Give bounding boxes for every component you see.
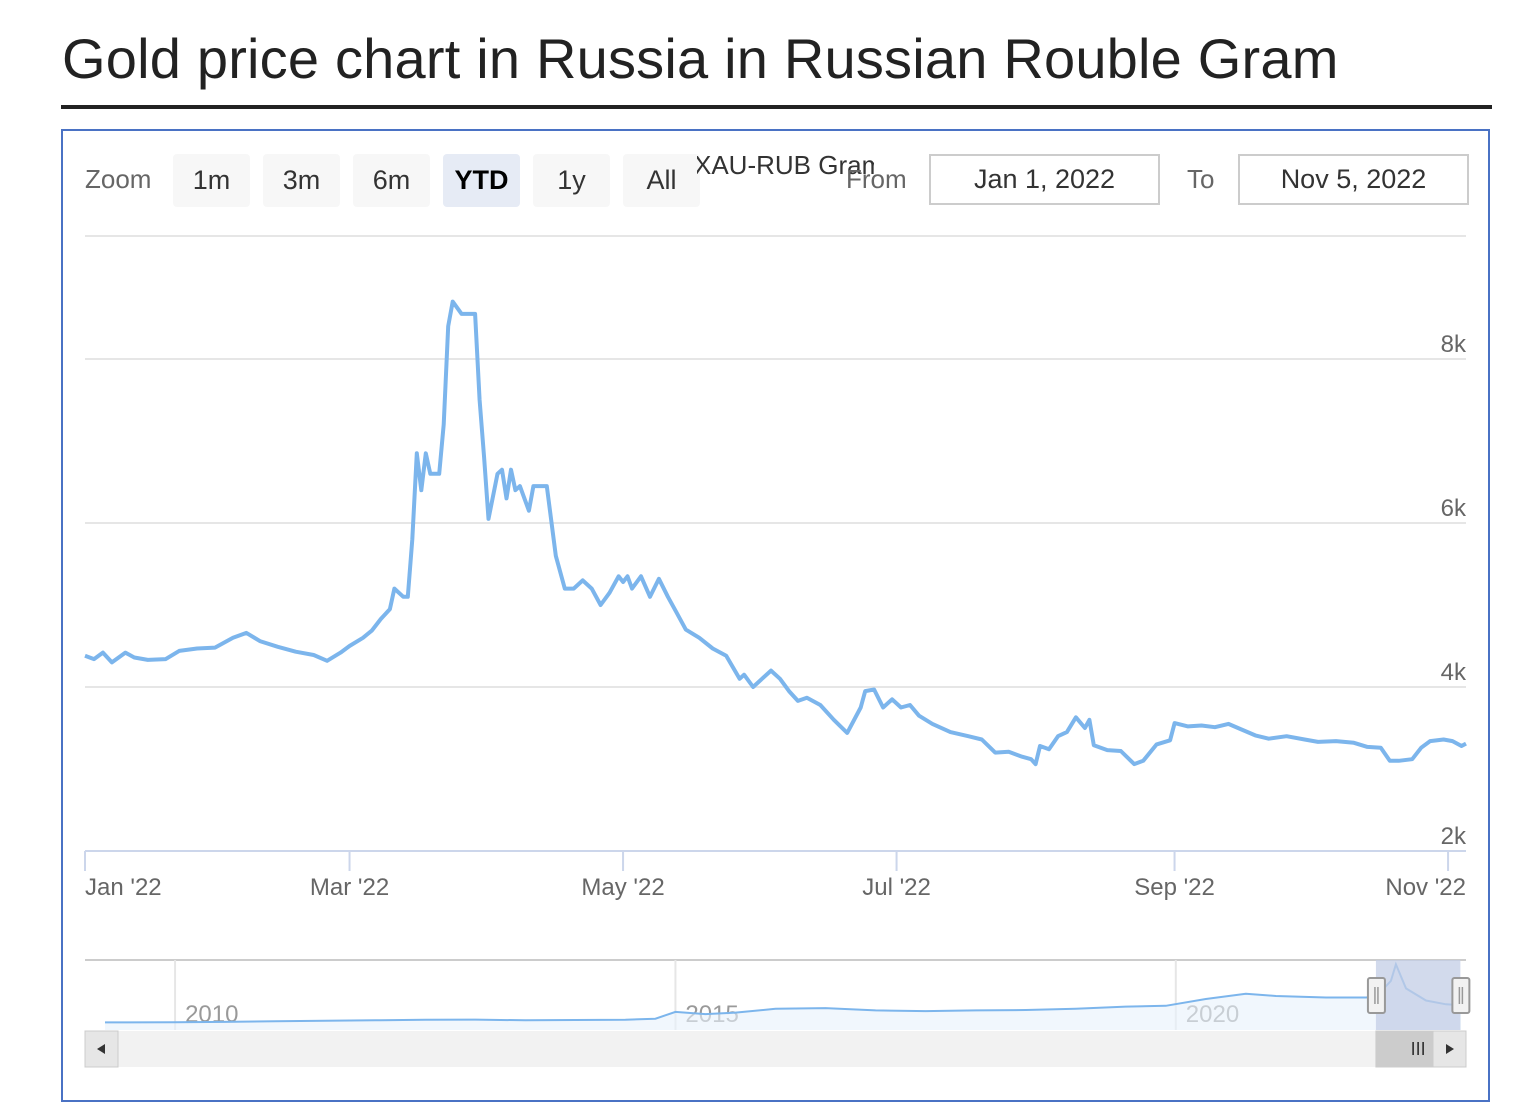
scrollbar-track[interactable] xyxy=(85,1031,1466,1067)
x-tick-label: Jul '22 xyxy=(862,874,931,901)
zoom-1y-button[interactable]: 1y xyxy=(533,154,610,207)
y-tick-label: 2k xyxy=(1441,823,1467,850)
x-tick-label: Jan '22 xyxy=(85,874,162,901)
page-title: Gold price chart in Russia in Russian Ro… xyxy=(62,27,1339,90)
y-grid xyxy=(85,235,1466,688)
to-date-input[interactable] xyxy=(1238,154,1469,205)
zoom-1m-button[interactable]: 1m xyxy=(173,154,250,207)
x-tick-label: May '22 xyxy=(581,874,664,901)
zoom-label: Zoom xyxy=(85,164,152,194)
zoom-3m-button[interactable]: 3m xyxy=(263,154,340,207)
chart-container xyxy=(61,129,1490,1102)
zoom-6m-button[interactable]: 6m xyxy=(353,154,430,207)
navigator-right-handle[interactable] xyxy=(1451,977,1471,1014)
from-label: From xyxy=(846,164,907,194)
navigator-area xyxy=(105,964,1461,1030)
arrow-right-icon xyxy=(1446,1044,1454,1054)
zoom-all-button[interactable]: All xyxy=(623,154,700,207)
scrollbar-grip: III xyxy=(1411,1039,1426,1059)
title-underline xyxy=(61,105,1492,109)
price-series-line xyxy=(84,299,1467,767)
x-tick-label: Nov '22 xyxy=(1385,874,1466,901)
zoom-ytd-button[interactable]: YTD xyxy=(443,154,520,207)
x-axis: Jan '22 Mar '22 May '22 Jul '22 Sep '22 Nov '… xyxy=(84,851,1466,901)
x-tick-label: Sep '22 xyxy=(1134,874,1215,901)
to-label: To xyxy=(1187,164,1215,194)
y-axis: 2k 4k 6k 8k xyxy=(1441,331,1467,850)
y-tick-label: 4k xyxy=(1441,659,1467,686)
arrow-left-icon xyxy=(97,1044,105,1054)
from-date-input[interactable] xyxy=(929,154,1160,205)
series-caption: XAU-RUB Gram xyxy=(694,150,874,180)
navigator-selected-range[interactable] xyxy=(1375,960,1461,1030)
x-tick-label: Mar '22 xyxy=(310,874,389,901)
scrollbar-right-arrow-button[interactable] xyxy=(1432,1030,1467,1068)
y-tick-label: 6k xyxy=(1441,495,1467,522)
scrollbar-left-arrow-button[interactable] xyxy=(84,1030,119,1068)
navigator-left-handle[interactable] xyxy=(1366,977,1386,1014)
y-tick-label: 8k xyxy=(1441,331,1467,358)
